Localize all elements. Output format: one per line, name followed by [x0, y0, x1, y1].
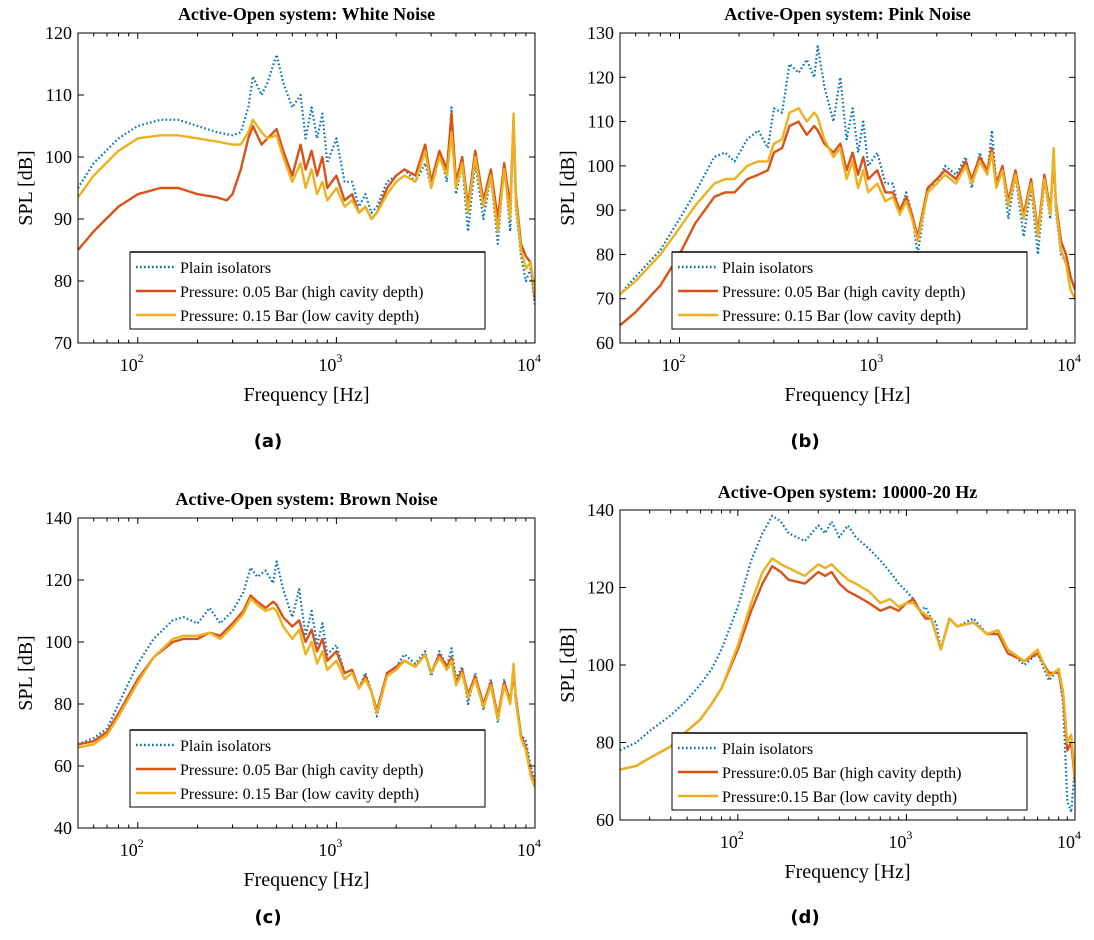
legend: Plain isolators Pressure: 0.05 Bar (high …: [129, 251, 486, 330]
panel-caption: (b): [790, 431, 819, 452]
panel-c: 40 60 80 100 120 140 102 103 104 Active-Open syst…: [15, 489, 541, 928]
series-line-1: [78, 53, 535, 306]
panel-b: 60 70 80 90 100 110 120 130 102 103 104 Active-Open…: [557, 4, 1081, 452]
y-tick-label: 60: [596, 810, 614, 830]
y-tick-label: 70: [54, 333, 72, 353]
legend-label-2: Pressure: 0.05 Bar (high cavity depth): [180, 284, 424, 301]
series-group: [78, 560, 535, 789]
x-axis-label: Frequency [Hz]: [784, 861, 910, 883]
legend: Plain isolators Pressure: 0.05 Bar (high …: [671, 251, 1028, 330]
x-tick-label: 104: [517, 836, 541, 860]
chart-title: Active-Open system: 10000-20 Hz: [718, 482, 977, 502]
y-tick-label: 140: [45, 508, 72, 528]
panel-caption: (a): [254, 431, 283, 452]
y-tick-label: 100: [45, 632, 72, 652]
x-tick-label: 102: [662, 351, 686, 375]
x-tick-label: 104: [1057, 351, 1081, 375]
axes-frame: [77, 32, 536, 344]
y-tick-label: 90: [596, 200, 614, 220]
legend-box: [129, 729, 486, 808]
x-tick-label: 104: [517, 351, 541, 375]
axes-frame: [619, 32, 1076, 344]
y-axis-label: SPL [dB]: [557, 627, 579, 702]
legend-box: [671, 251, 1028, 330]
legend: Plain isolators Pressure: 0.05 Bar (high …: [129, 729, 486, 808]
legend-label-3: Pressure:0.15 Bar (low cavity depth): [722, 789, 957, 806]
series-group: [620, 514, 1075, 814]
series-line-3: [620, 107, 1075, 300]
legend-label-1: Plain isolators: [180, 260, 271, 277]
y-tick-label: 80: [54, 694, 72, 714]
y-tick-label: 120: [45, 23, 72, 43]
legend: Plain isolators Pressure:0.05 Bar (high c…: [671, 732, 1028, 811]
y-tick-label: 110: [46, 85, 72, 105]
chart-title: Active-Open system: Pink Noise: [724, 4, 970, 24]
legend-label-1: Plain isolators: [722, 741, 813, 758]
x-tick-label: 102: [120, 836, 144, 860]
y-tick-label: 130: [587, 23, 614, 43]
y-tick-label: 80: [596, 244, 614, 264]
y-tick-label: 80: [596, 733, 614, 753]
x-axis-label: Frequency [Hz]: [784, 384, 910, 406]
y-tick-label: 60: [596, 333, 614, 353]
y-tick-label: 80: [54, 271, 72, 291]
panel-d: 60 80 100 120 140 102 103 104 Active-Open system…: [557, 482, 1081, 928]
y-tick-label: 70: [596, 289, 614, 309]
y-tick-label: 40: [54, 818, 72, 838]
legend-box: [671, 732, 1028, 811]
y-tick-label: 120: [587, 67, 614, 87]
series-line-3: [78, 597, 535, 789]
x-tick-label: 103: [318, 836, 342, 860]
series-line-3: [78, 112, 535, 294]
series-line-1: [620, 45, 1075, 300]
x-tick-label: 103: [859, 351, 883, 375]
panel-caption: (d): [790, 907, 819, 928]
chart-title: Active-Open system: White Noise: [178, 4, 435, 24]
legend-label-2: Pressure:0.05 Bar (high cavity depth): [722, 765, 962, 782]
x-tick-label: 102: [120, 351, 144, 375]
x-axis-label: Frequency [Hz]: [243, 869, 369, 891]
y-axis-label: SPL [dB]: [15, 150, 37, 225]
legend-label-1: Plain isolators: [722, 260, 813, 277]
series-group: [620, 45, 1075, 327]
y-tick-label: 100: [45, 147, 72, 167]
axes-frame: [619, 509, 1076, 821]
legend-label-2: Pressure: 0.05 Bar (high cavity depth): [722, 284, 966, 301]
legend-label-3: Pressure: 0.15 Bar (low cavity depth): [180, 308, 419, 325]
chart-title: Active-Open system: Brown Noise: [175, 489, 437, 509]
x-tick-label: 103: [888, 828, 912, 852]
legend-label-2: Pressure: 0.05 Bar (high cavity depth): [180, 762, 424, 779]
x-axis-label: Frequency [Hz]: [243, 384, 369, 406]
y-tick-label: 110: [588, 112, 614, 132]
x-tick-label: 103: [318, 351, 342, 375]
legend-label-1: Plain isolators: [180, 738, 271, 755]
y-tick-label: 90: [54, 209, 72, 229]
y-tick-label: 120: [587, 578, 614, 598]
series-group: [78, 53, 535, 306]
y-tick-label: 100: [587, 156, 614, 176]
y-tick-label: 100: [587, 655, 614, 675]
x-tick-label: 104: [1057, 828, 1081, 852]
y-tick-label: 140: [587, 500, 614, 520]
y-tick-label: 120: [45, 570, 72, 590]
legend-box: [129, 251, 486, 330]
legend-label-3: Pressure: 0.15 Bar (low cavity depth): [722, 308, 961, 325]
legend-label-3: Pressure: 0.15 Bar (low cavity depth): [180, 786, 419, 803]
axes-frame: [77, 517, 536, 829]
series-line-3: [620, 557, 1075, 778]
x-tick-label: 102: [720, 828, 744, 852]
panel-caption: (c): [254, 907, 281, 928]
panel-a: 70 80 90 100 110 120 102 103 104 Active-Open syst…: [15, 4, 541, 452]
y-tick-label: 60: [54, 756, 72, 776]
y-axis-label: SPL [dB]: [15, 635, 37, 710]
y-axis-label: SPL [dB]: [557, 150, 579, 225]
